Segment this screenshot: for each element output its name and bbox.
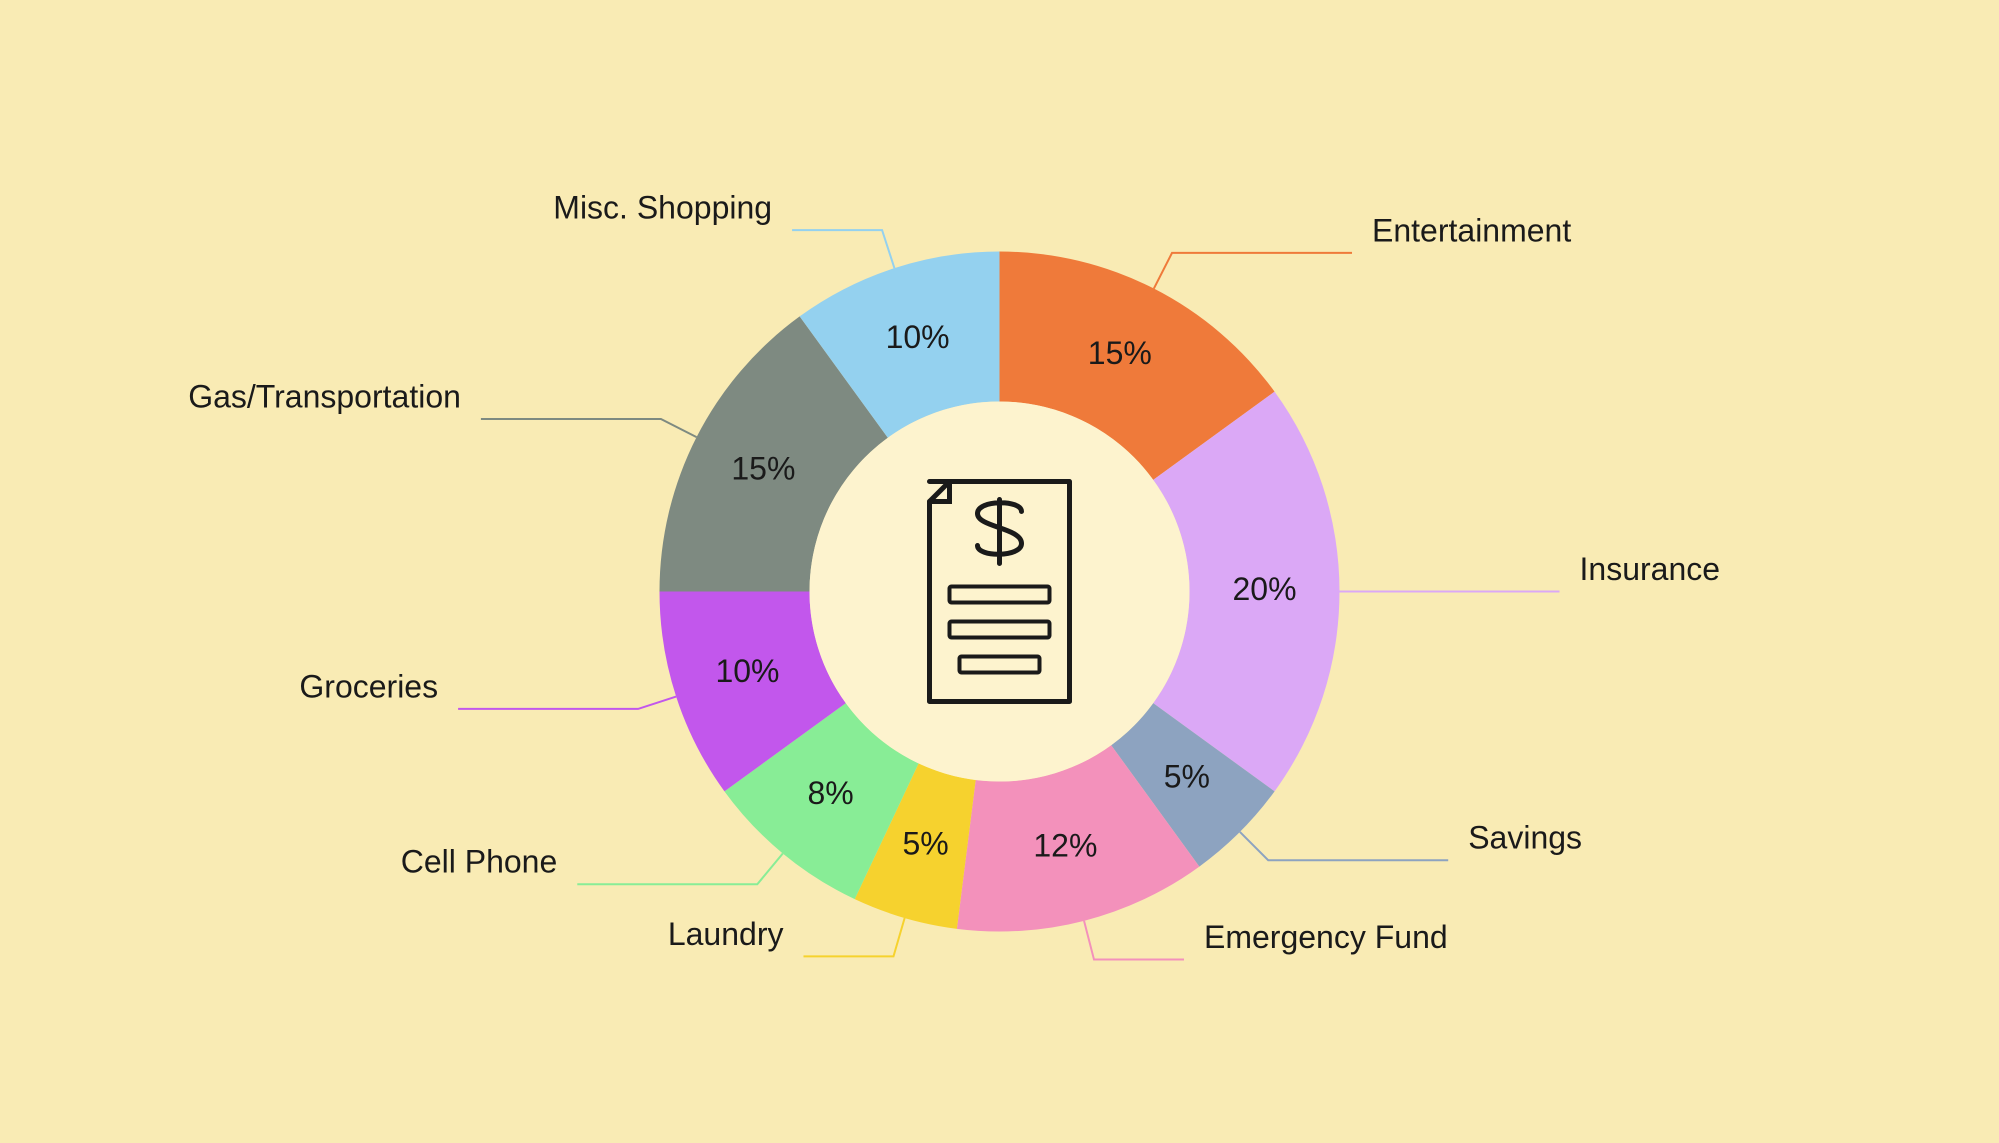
category-label: Gas/Transportation: [188, 378, 461, 414]
slice-value-label: 20%: [1232, 571, 1296, 607]
category-label: Savings: [1468, 820, 1582, 856]
slice-value-label: 5%: [902, 825, 948, 861]
slice-value-label: 15%: [731, 451, 795, 487]
category-label: Laundry: [668, 916, 784, 952]
slice-value-label: 8%: [807, 775, 853, 811]
slice-value-label: 10%: [886, 319, 950, 355]
slice-value-label: 15%: [1088, 335, 1152, 371]
category-label: Insurance: [1580, 551, 1721, 587]
category-label: Entertainment: [1372, 212, 1571, 248]
slice-value-label: 12%: [1033, 828, 1097, 864]
donut-chart-stage: 15% 20% 5% 12% 5% 8% 10% 15% 10% Entertainment Ins…: [0, 0, 1999, 1143]
donut-hole: [810, 402, 1190, 782]
slice-value-label: 5%: [1164, 758, 1210, 794]
category-label: Misc. Shopping: [553, 190, 772, 226]
category-label: Groceries: [299, 668, 438, 704]
category-label: Emergency Fund: [1204, 919, 1448, 955]
category-label: Cell Phone: [401, 844, 558, 880]
donut-chart-svg: 15% 20% 5% 12% 5% 8% 10% 15% 10% Entertainment Ins…: [0, 0, 1999, 1143]
slice-value-label: 10%: [715, 653, 779, 689]
